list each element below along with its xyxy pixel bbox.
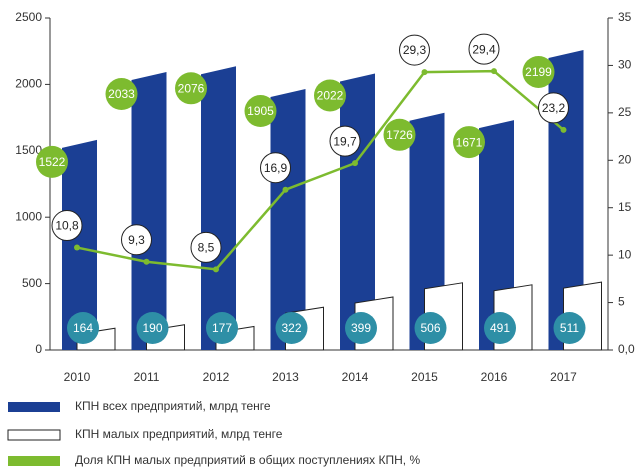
line	[76, 69, 565, 271]
point	[352, 160, 358, 167]
y-tick-label: 500	[22, 276, 42, 290]
y2-tick-label: 5	[618, 295, 625, 309]
legend-label: КПН малых предприятий, млрд тенге	[75, 427, 283, 441]
y2-tick-label: 20	[618, 152, 632, 166]
value-badge	[383, 118, 416, 151]
bar	[131, 72, 167, 350]
data-label: 29,3	[403, 43, 427, 57]
data-label: 2033	[108, 87, 135, 101]
y2-tick-label: 25	[618, 105, 632, 119]
label-bubble	[260, 152, 291, 184]
bar	[62, 139, 97, 350]
value-badge	[314, 79, 346, 112]
value-badge	[105, 78, 138, 111]
data-label: 399	[351, 321, 371, 335]
point	[282, 186, 289, 193]
data-label: 1905	[247, 104, 274, 118]
x-tick-label: 2010	[64, 370, 91, 384]
data-label: 2076	[178, 81, 205, 95]
legend-swatch	[8, 402, 60, 412]
data-label: 322	[281, 321, 301, 335]
y2-tick-label: 10	[618, 247, 632, 261]
data-label: 29,4	[472, 42, 496, 56]
label-bubble	[538, 92, 569, 124]
x-tick-label: 2013	[272, 370, 299, 384]
value-badge	[414, 312, 447, 344]
label-bubble	[121, 224, 152, 256]
label-bubble	[51, 210, 83, 242]
value-badge	[453, 126, 485, 159]
data-label: 10,8	[55, 219, 79, 233]
x-tick-label: 2012	[203, 370, 230, 384]
value-badge	[136, 312, 169, 344]
data-label: 2199	[525, 65, 552, 79]
value-badge	[206, 312, 238, 344]
data-label: 506	[420, 321, 440, 335]
legend-label: Доля КПН малых предприятий в общих посту…	[75, 453, 420, 467]
data-label: 1726	[386, 128, 413, 142]
x-tick-label: 2014	[342, 370, 369, 384]
y2-tick-label: 15	[618, 200, 632, 214]
y2-tick-label: 0,0	[618, 342, 635, 356]
data-label: 2022	[317, 89, 344, 103]
point	[213, 266, 219, 273]
label-bubble	[468, 33, 500, 65]
bar	[201, 66, 236, 351]
value-badge	[345, 312, 377, 344]
y2-tick-label: 30	[618, 58, 632, 72]
y-tick-label: 1000	[15, 209, 42, 223]
value-badge	[275, 312, 308, 344]
y-tick-label: 1500	[15, 143, 42, 157]
point	[421, 69, 428, 76]
legend-swatch	[8, 456, 60, 466]
data-label: 19,7	[333, 134, 357, 148]
value-badge	[67, 312, 99, 344]
data-label: 190	[142, 321, 162, 335]
legend-swatch	[7, 429, 61, 441]
y-tick-label: 2500	[15, 10, 42, 24]
x-tick-label: 2017	[550, 370, 577, 384]
point	[74, 244, 80, 251]
data-label: 9,3	[128, 233, 145, 247]
value-badge	[522, 55, 555, 88]
x-tick-label: 2016	[481, 370, 508, 384]
x-tick-label: 2015	[411, 370, 438, 384]
data-label: 491	[490, 321, 510, 335]
x-tick-label: 2011	[134, 370, 160, 384]
point	[560, 126, 567, 133]
value-badge	[553, 312, 586, 344]
data-label: 16,9	[264, 161, 288, 175]
y2-tick-label: 35	[618, 10, 632, 24]
data-label: 511	[560, 321, 579, 335]
value-badge	[36, 145, 68, 178]
data-label: 1671	[456, 135, 483, 149]
y-tick-label: 0	[35, 342, 42, 356]
point	[491, 68, 497, 75]
label-bubble	[329, 125, 361, 157]
point	[143, 258, 150, 265]
value-badge	[484, 312, 516, 344]
label-bubble	[190, 231, 222, 263]
data-label: 1522	[39, 155, 66, 169]
data-label: 177	[212, 321, 232, 335]
value-badge	[175, 72, 207, 105]
label-bubble	[399, 34, 430, 66]
data-label: 164	[73, 321, 93, 335]
value-badge	[244, 95, 277, 128]
data-label: 23,2	[542, 101, 566, 115]
y-tick-label: 2000	[15, 77, 42, 91]
legend-label: КПН всех предприятий, млрд тенге	[75, 399, 271, 413]
data-label: 8,5	[198, 241, 215, 255]
